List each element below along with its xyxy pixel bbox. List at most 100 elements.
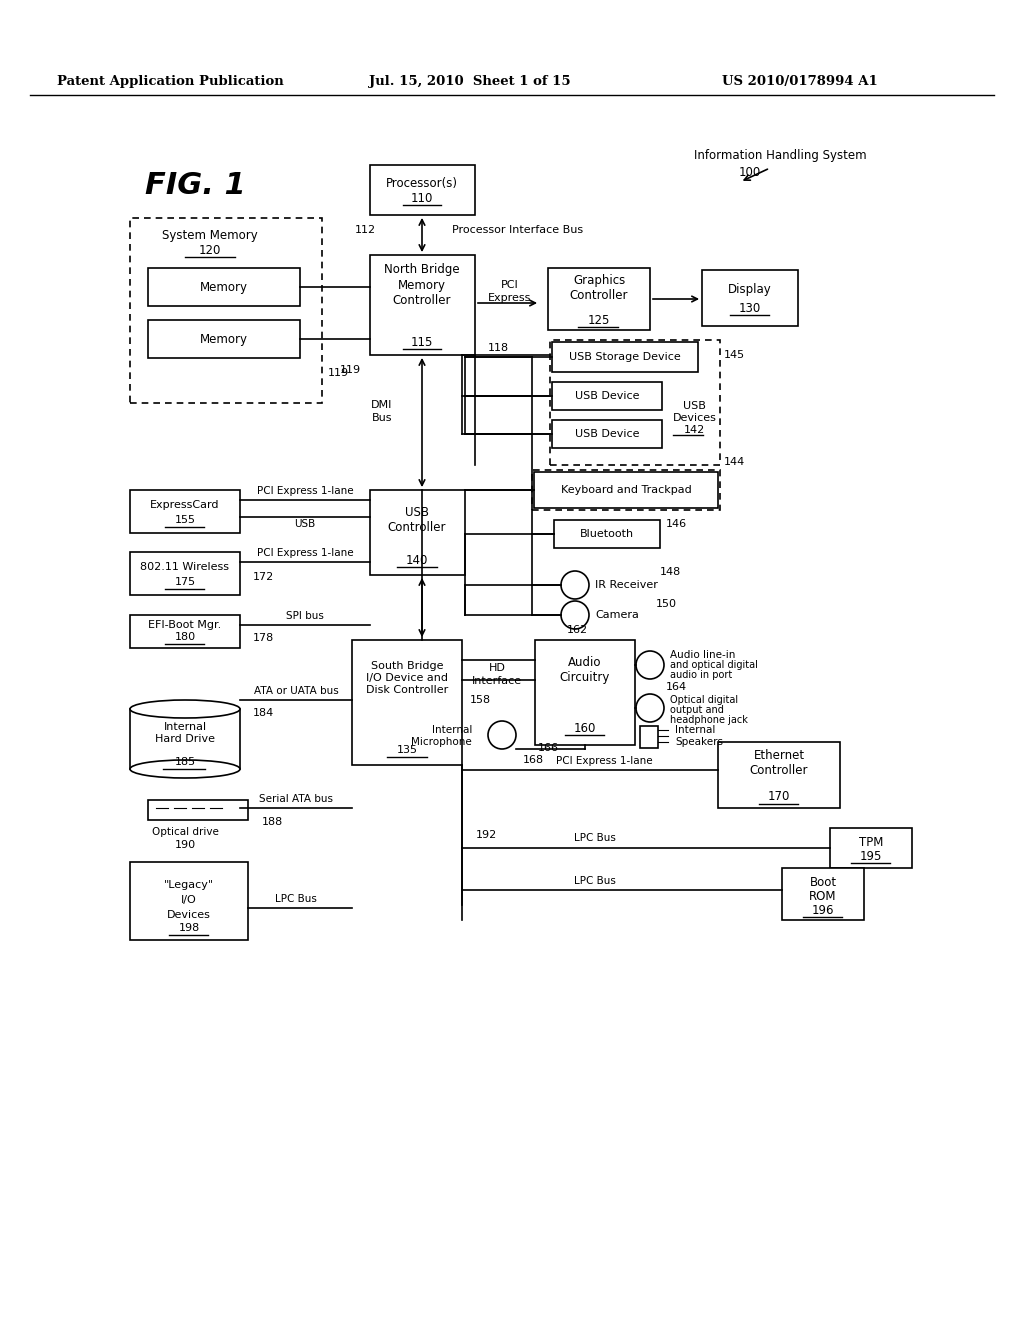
Text: Express: Express (488, 293, 531, 304)
Text: 148: 148 (660, 568, 681, 577)
Text: Processor(s): Processor(s) (386, 177, 458, 190)
Text: 135: 135 (396, 744, 418, 755)
Text: USB
Devices
142: USB Devices 142 (673, 401, 717, 434)
Text: Bus: Bus (372, 413, 392, 422)
Text: 170: 170 (768, 791, 791, 804)
Text: 192: 192 (476, 830, 498, 840)
Text: Jul. 15, 2010  Sheet 1 of 15: Jul. 15, 2010 Sheet 1 of 15 (370, 75, 570, 88)
Text: EFI-Boot Mgr.: EFI-Boot Mgr. (148, 620, 221, 630)
Bar (550, 341, 720, 465)
Text: System Memory: System Memory (162, 228, 258, 242)
Text: "Legacy": "Legacy" (164, 880, 214, 890)
Text: Audio line-in: Audio line-in (670, 649, 735, 660)
Text: Audio
Circuitry: Audio Circuitry (560, 656, 610, 684)
Text: 175: 175 (174, 577, 196, 587)
Text: Internal: Internal (675, 725, 716, 735)
Text: 185: 185 (174, 756, 196, 767)
Bar (782, 869, 864, 920)
Text: output and: output and (670, 705, 724, 715)
Text: US 2010/0178994 A1: US 2010/0178994 A1 (722, 75, 878, 88)
Bar (130, 862, 248, 940)
Text: Interface: Interface (472, 676, 522, 686)
Text: Ethernet
Controller: Ethernet Controller (750, 748, 808, 777)
Bar (148, 800, 248, 820)
Text: 118: 118 (487, 343, 509, 352)
Bar (702, 271, 798, 326)
Text: 172: 172 (253, 572, 274, 582)
Text: Memory: Memory (200, 281, 248, 293)
Text: North Bridge
Memory
Controller: North Bridge Memory Controller (384, 264, 460, 306)
Text: 196: 196 (812, 903, 835, 916)
Text: HD: HD (488, 663, 506, 673)
Text: 120: 120 (199, 243, 221, 256)
Text: Optical drive: Optical drive (152, 828, 218, 837)
Text: 110: 110 (411, 191, 433, 205)
Text: 100: 100 (739, 165, 761, 178)
Text: Microphone: Microphone (412, 737, 472, 747)
Text: PCI Express 1-lane: PCI Express 1-lane (257, 548, 353, 558)
Text: USB Device: USB Device (574, 391, 639, 401)
Bar (148, 319, 300, 358)
Text: 119: 119 (340, 366, 361, 375)
Text: headphone jack: headphone jack (670, 715, 748, 725)
Text: Memory: Memory (200, 333, 248, 346)
Text: LPC Bus: LPC Bus (275, 894, 317, 904)
Text: 195: 195 (860, 850, 883, 862)
Bar (535, 640, 635, 744)
Text: 112: 112 (355, 224, 376, 235)
Ellipse shape (130, 700, 240, 718)
Bar (552, 381, 662, 411)
Text: LPC Bus: LPC Bus (574, 876, 616, 886)
Text: ExpressCard: ExpressCard (151, 500, 220, 510)
Bar (548, 268, 650, 330)
Bar (370, 255, 475, 355)
Text: IR Receiver: IR Receiver (595, 579, 657, 590)
Text: 155: 155 (174, 515, 196, 525)
Text: audio in port: audio in port (670, 671, 732, 680)
Text: Optical digital: Optical digital (670, 696, 738, 705)
Bar (130, 709, 240, 770)
Bar (352, 640, 462, 766)
Text: 188: 188 (262, 817, 284, 828)
Text: FIG. 1: FIG. 1 (144, 170, 246, 199)
Text: PCI Express 1-lane: PCI Express 1-lane (257, 486, 353, 496)
Text: Devices: Devices (167, 909, 211, 920)
Text: Keyboard and Trackpad: Keyboard and Trackpad (560, 484, 691, 495)
Text: 130: 130 (739, 301, 761, 314)
Text: Graphics
Controller: Graphics Controller (569, 275, 629, 302)
Text: 158: 158 (470, 696, 492, 705)
Text: Camera: Camera (595, 610, 639, 620)
Text: USB
Controller: USB Controller (388, 506, 446, 535)
Text: Processor Interface Bus: Processor Interface Bus (452, 224, 583, 235)
Bar (552, 342, 698, 372)
Text: 178: 178 (253, 634, 274, 643)
Text: 164: 164 (666, 682, 687, 692)
Bar (370, 165, 475, 215)
Text: Bluetooth: Bluetooth (580, 529, 634, 539)
Text: 146: 146 (666, 519, 687, 529)
Text: 190: 190 (174, 840, 196, 850)
Ellipse shape (130, 760, 240, 777)
Bar (130, 218, 322, 403)
Text: SPI bus: SPI bus (286, 611, 324, 620)
Text: 180: 180 (174, 632, 196, 642)
Text: Internal
Hard Drive: Internal Hard Drive (155, 722, 215, 743)
Bar (640, 726, 658, 748)
Text: USB Storage Device: USB Storage Device (569, 352, 681, 362)
Text: 802.11 Wireless: 802.11 Wireless (140, 562, 229, 572)
Text: DMI: DMI (372, 400, 392, 411)
Text: and optical digital: and optical digital (670, 660, 758, 671)
Text: TPM: TPM (859, 836, 883, 849)
Text: Patent Application Publication: Patent Application Publication (56, 75, 284, 88)
Text: PCI: PCI (501, 280, 519, 290)
Text: Speakers: Speakers (675, 737, 723, 747)
Text: ATA or UATA bus: ATA or UATA bus (254, 686, 338, 696)
Text: 125: 125 (588, 314, 610, 326)
Text: 144: 144 (724, 457, 745, 467)
Bar (718, 742, 840, 808)
Text: ROM: ROM (809, 890, 837, 903)
Text: 115: 115 (411, 335, 433, 348)
Text: Internal: Internal (432, 725, 472, 735)
Text: 162: 162 (567, 624, 588, 635)
Bar (830, 828, 912, 869)
